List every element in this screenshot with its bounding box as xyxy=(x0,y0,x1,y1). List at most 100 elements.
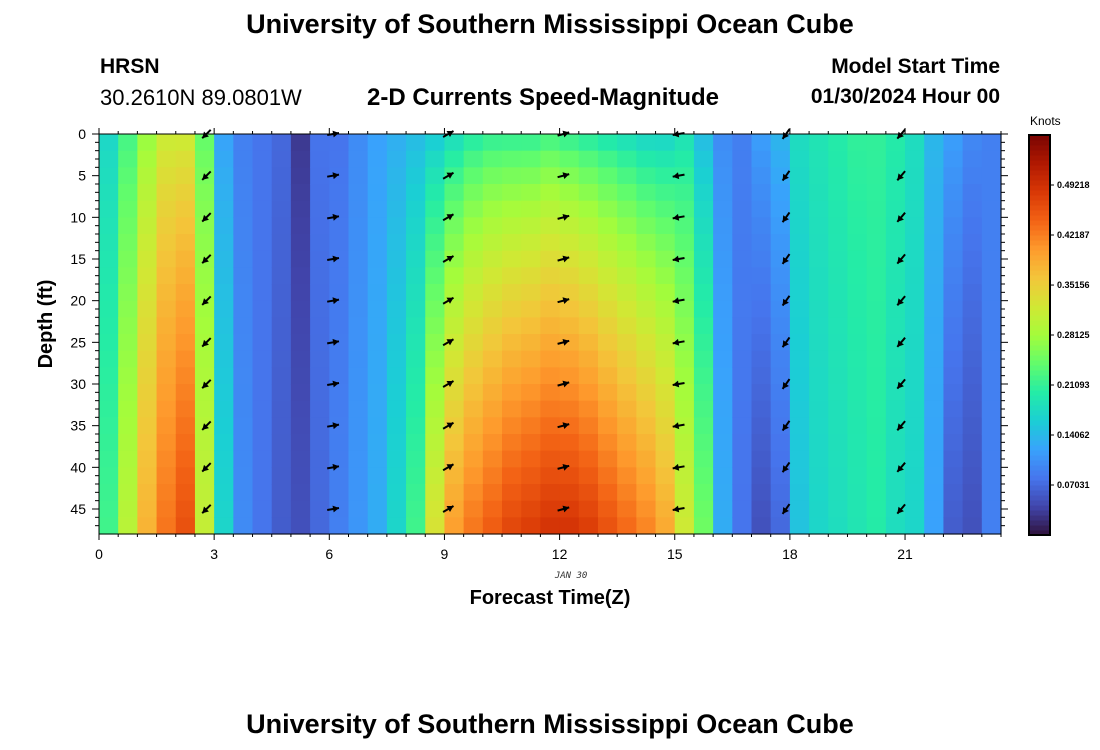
colorbar-cell xyxy=(1029,195,1050,201)
heat-cell xyxy=(866,450,887,468)
heat-cell xyxy=(406,367,426,385)
heat-cell xyxy=(118,450,138,468)
heat-cell xyxy=(521,134,541,152)
heat-cell xyxy=(310,184,330,202)
heat-cell xyxy=(290,150,311,168)
heat-cell xyxy=(713,250,733,268)
heat-cell xyxy=(310,350,330,368)
heat-cell xyxy=(751,517,772,535)
heat-cell xyxy=(367,184,388,202)
vector-head xyxy=(782,382,789,389)
heat-cell xyxy=(713,217,733,235)
vector-head xyxy=(782,423,789,431)
heat-cell xyxy=(732,334,753,352)
current-vector xyxy=(442,338,454,347)
colorbar-cell xyxy=(1029,145,1050,151)
colorbar-cell xyxy=(1029,175,1050,181)
heat-cell xyxy=(233,150,254,168)
heat-cell xyxy=(386,134,407,152)
heat-cell xyxy=(502,367,522,385)
heat-cell xyxy=(521,450,541,468)
heat-cell xyxy=(597,517,618,535)
vector-head xyxy=(332,505,339,513)
heat-cell xyxy=(406,300,426,318)
heat-cell xyxy=(99,367,119,385)
heat-cell xyxy=(502,134,522,152)
heat-cell xyxy=(655,367,676,385)
heat-cell xyxy=(713,484,733,502)
heat-cell xyxy=(866,500,887,518)
heat-cell xyxy=(828,250,849,268)
heat-cell xyxy=(425,450,446,468)
heat-cell xyxy=(118,500,138,518)
heat-cell xyxy=(329,467,350,485)
heat-cell xyxy=(482,217,503,235)
heat-cell xyxy=(981,150,1002,168)
heat-cell xyxy=(674,484,695,502)
heat-cell xyxy=(809,150,829,168)
current-vector xyxy=(781,420,791,432)
heat-cell xyxy=(137,434,158,452)
heat-cell xyxy=(118,234,138,252)
heat-cell xyxy=(636,267,657,285)
heat-cell xyxy=(482,250,503,268)
heat-cell xyxy=(290,317,311,335)
colorbar-cell xyxy=(1029,505,1050,511)
heat-cell xyxy=(310,267,330,285)
heat-cell xyxy=(521,317,541,335)
heat-cell xyxy=(866,150,887,168)
heat-cell xyxy=(463,250,484,268)
heat-cell xyxy=(981,334,1002,352)
vector-head xyxy=(562,339,570,346)
heat-cell xyxy=(713,267,733,285)
heat-cell xyxy=(693,450,714,468)
heat-cell xyxy=(617,167,637,185)
heat-cell xyxy=(502,484,522,502)
heat-cell xyxy=(540,400,561,418)
heat-cell xyxy=(905,267,925,285)
heat-cell xyxy=(521,217,541,235)
heat-cell xyxy=(924,517,945,535)
heat-cell xyxy=(521,400,541,418)
heat-cell xyxy=(636,500,657,518)
heat-cell xyxy=(540,384,561,402)
current-vector xyxy=(442,380,454,388)
heat-cell xyxy=(751,300,772,318)
heat-cell xyxy=(617,334,637,352)
heat-cell xyxy=(636,284,657,302)
heat-cell xyxy=(847,350,868,368)
heat-cell xyxy=(674,450,695,468)
heat-cell xyxy=(828,384,849,402)
heat-cell xyxy=(905,350,925,368)
heat-cell xyxy=(981,234,1002,252)
heat-cell xyxy=(866,467,887,485)
heat-cell xyxy=(617,217,637,235)
heat-cell xyxy=(943,434,964,452)
vector-head xyxy=(672,463,680,471)
heat-cell xyxy=(118,150,138,168)
heat-cell xyxy=(214,517,234,535)
heat-cell xyxy=(905,484,925,502)
vector-head xyxy=(202,298,209,305)
heat-cell xyxy=(540,350,561,368)
heat-cell xyxy=(636,184,657,202)
heat-cell xyxy=(406,517,426,535)
heat-cell xyxy=(943,484,964,502)
heat-cell xyxy=(693,234,714,252)
vector-head xyxy=(332,463,339,471)
heat-cell xyxy=(137,400,158,418)
heat-cell xyxy=(156,284,177,302)
heat-cell xyxy=(674,217,695,235)
heat-cell xyxy=(847,434,868,452)
colorbar-cell xyxy=(1029,150,1050,156)
heat-cell xyxy=(905,317,925,335)
heat-cell xyxy=(962,500,983,518)
heat-cell xyxy=(502,517,522,535)
heat-cell xyxy=(559,234,580,252)
heat-cell xyxy=(367,417,388,435)
colorbar-cell xyxy=(1029,230,1050,236)
heat-cell xyxy=(655,434,676,452)
heat-cell xyxy=(502,234,522,252)
heat-cell xyxy=(847,450,868,468)
heat-cell xyxy=(194,184,215,202)
